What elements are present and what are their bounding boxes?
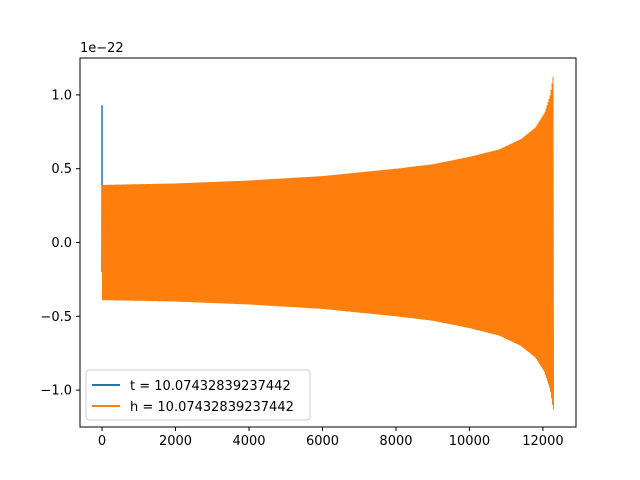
y-tick-label: −0.5	[40, 310, 72, 325]
legend: t = 10.07432839237442 h = 10.07432839237…	[85, 369, 311, 421]
x-tick-label: 2000	[159, 434, 192, 449]
legend-box	[85, 369, 311, 421]
x-tick-label: 4000	[232, 434, 265, 449]
x-tick-label: 6000	[306, 434, 339, 449]
y-tick-label: −1.0	[40, 384, 72, 399]
series-h-line	[101, 76, 555, 410]
x-tick-label: 12000	[522, 434, 563, 449]
ticks-layer: 0 2000 4000 6000 8000 10000 12000 −1.0 −0.5 0.0 0.…	[40, 88, 563, 449]
y-tick-label: 0.0	[51, 236, 72, 251]
legend-label-t: t = 10.07432839237442	[130, 379, 291, 394]
x-tick-label: 8000	[379, 434, 412, 449]
y-tick-label: 1.0	[51, 88, 72, 103]
y-offset-label: 1e−22	[80, 41, 124, 56]
series-layer	[101, 76, 555, 410]
x-tick-label: 0	[98, 434, 106, 449]
x-tick-label: 10000	[449, 434, 490, 449]
legend-label-h: h = 10.07432839237442	[130, 400, 294, 415]
y-tick-label: 0.5	[51, 162, 72, 177]
